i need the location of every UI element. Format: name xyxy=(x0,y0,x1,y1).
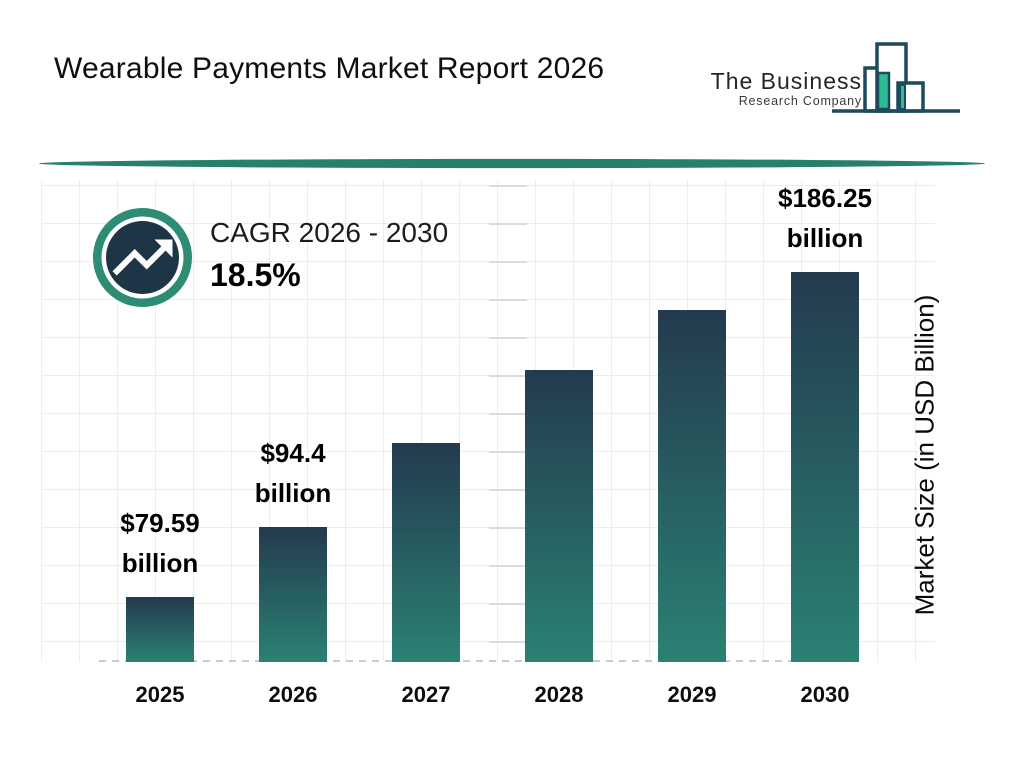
trending-up-icon xyxy=(93,208,192,307)
bar-value-label-2030: $186.25 billion xyxy=(778,183,872,253)
bar-2026 xyxy=(259,527,327,662)
bar-2025 xyxy=(126,597,194,662)
x-axis-label-2028: 2028 xyxy=(534,682,584,707)
x-axis-label-2025: 2025 xyxy=(135,682,185,707)
bar-value-label-2025: $79.59 billion xyxy=(120,508,200,578)
company-logo: The Business Research Company xyxy=(711,68,862,109)
x-axis-label-2029: 2029 xyxy=(667,682,717,707)
divider-line xyxy=(39,158,985,169)
cagr-value: 18.5% xyxy=(210,257,301,293)
y-axis-title: Market Size (in USD Billion) xyxy=(909,294,940,616)
x-axis-baseline xyxy=(99,660,856,662)
cagr-label: CAGR 2026 - 2030 xyxy=(210,217,449,248)
y-axis-ticks xyxy=(489,185,527,663)
bar-2029 xyxy=(658,310,726,662)
bar-2030 xyxy=(791,272,859,662)
page-title: Wearable Payments Market Report 2026 xyxy=(54,52,605,85)
bar-2028 xyxy=(525,370,593,662)
x-axis-label-2030: 2030 xyxy=(800,682,850,707)
x-axis-label-2026: 2026 xyxy=(268,682,318,707)
x-axis-label-2027: 2027 xyxy=(401,682,451,707)
bar-2027 xyxy=(392,443,460,662)
bar-value-label-2026: $94.4 billion xyxy=(254,438,332,508)
logo-bar-chart-icon xyxy=(832,42,960,113)
logo-name: The Business xyxy=(710,68,862,94)
logo-subname: Research Company xyxy=(738,94,862,109)
